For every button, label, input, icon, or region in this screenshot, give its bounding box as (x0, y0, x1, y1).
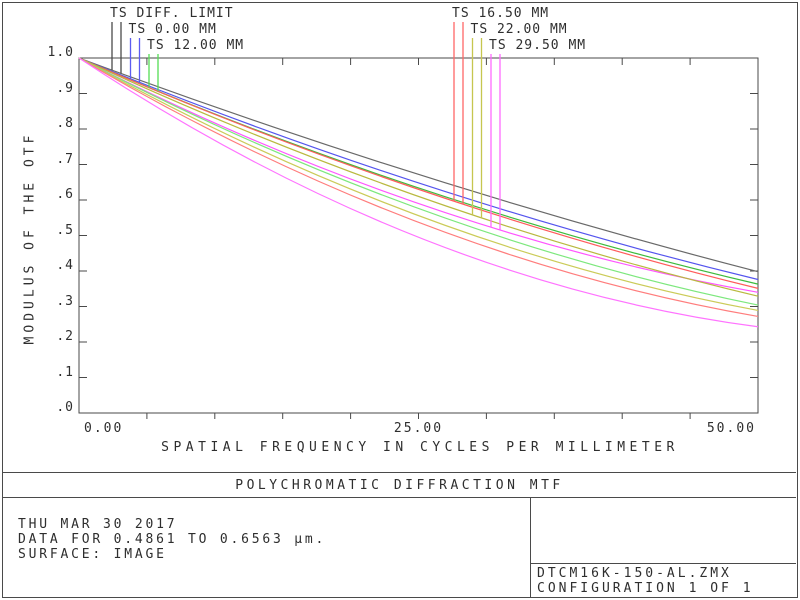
x-tick-label-0: 0.00 (84, 421, 124, 436)
plot-title: POLYCHROMATIC DIFFRACTION MTF (235, 477, 564, 493)
y-tick-label-p2: .2 (56, 329, 74, 344)
x-axis-title: SPATIAL FREQUENCY IN CYCLES PER MILLIMET… (161, 440, 679, 455)
legend-label-ts-0-00-mm: TS 0.00 MM (128, 22, 217, 37)
y-tick-label-p1: .1 (56, 364, 74, 380)
legend-label-ts-16-50-mm: TS 16.50 MM (452, 6, 550, 21)
mtf-curve-5 (78, 57, 759, 297)
axis-ticks (79, 58, 758, 419)
y-tick-label-p6: .6 (56, 187, 74, 202)
mtf-curve-2 (78, 57, 759, 285)
y-tick-label-p5: .5 (56, 222, 74, 238)
mtf-curve-0 (78, 57, 759, 273)
mtf-curve-3 (78, 57, 759, 289)
mtf-curve-8 (78, 57, 759, 318)
y-tick-label-p0: .0 (56, 400, 74, 415)
legend-label-ts-22-00-mm: TS 22.00 MM (470, 22, 568, 37)
y-tick-label-p8: .8 (56, 116, 74, 131)
lens-file-name: DTCM16K-150-AL.ZMX (537, 566, 732, 581)
mtf-curve-9 (78, 57, 759, 328)
mtf-curve-6 (78, 57, 759, 306)
footer-surface: SURFACE: IMAGE (18, 547, 167, 562)
footer-vertical-divider (530, 497, 531, 597)
mtf-curve-7 (78, 57, 759, 311)
y-tick-label-p3: .3 (56, 293, 74, 309)
legend-label-ts-29-50-mm: TS 29.50 MM (489, 38, 587, 53)
x-tick-label-50: 50.00 (706, 421, 756, 436)
mtf-curve-1 (78, 57, 759, 281)
y-tick-label-p4: .4 (56, 258, 74, 273)
configuration-label: CONFIGURATION 1 OF 1 (537, 581, 754, 596)
mtf-curve-4 (78, 57, 759, 293)
x-tick-label-25: 25.00 (393, 421, 444, 436)
footer-horizontal-divider (530, 563, 796, 564)
y-tick-label-p7: .7 (56, 151, 74, 167)
footer-date: THU MAR 30 2017 (18, 517, 178, 532)
legend-label-ts-12-00-mm: TS 12.00 MM (147, 38, 245, 53)
plot-title-bar: POLYCHROMATIC DIFFRACTION MTF (3, 472, 796, 498)
footer-wavelength-range: DATA FOR 0.4861 TO 0.6563 µm. (18, 532, 327, 547)
y-tick-label-1p0: 1.0 (47, 45, 74, 60)
legend-label-ts-diff-limit: TS DIFF. LIMIT (110, 6, 234, 21)
y-tick-label-p9: .9 (56, 80, 74, 96)
